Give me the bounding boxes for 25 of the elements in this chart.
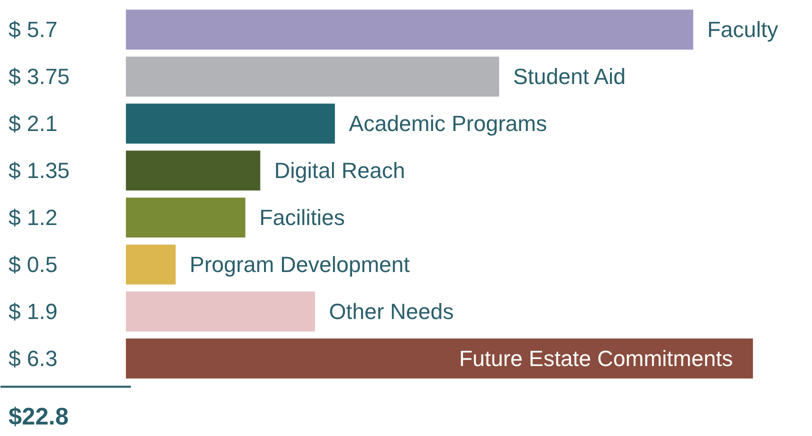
data-label: $ 1.2: [8, 205, 58, 230]
data-label: $ 2.1: [8, 111, 58, 136]
y-tick-label: Student Aid: [513, 64, 626, 90]
bar: [126, 338, 753, 378]
bar: [126, 104, 335, 144]
y-tick-label: Digital Reach: [274, 158, 406, 184]
bar: [126, 244, 176, 285]
text: $22.8: [8, 404, 69, 431]
y-tick-label: Program Development: [190, 252, 410, 278]
data-label: $ 1.9: [8, 299, 58, 324]
bar: [126, 56, 500, 97]
bar: [126, 198, 246, 238]
y-tick-label: Future Estate Commitments: [459, 346, 733, 372]
y-tick-label: Facilities: [259, 205, 345, 230]
data-label: $ 1.35: [8, 158, 70, 184]
y-tick-label: Faculty: [707, 17, 778, 42]
y-tick-label: Other Needs: [329, 299, 454, 324]
data-label: $ 5.7: [8, 17, 58, 42]
data-label: $ 0.5: [8, 252, 58, 278]
bar: [126, 10, 694, 50]
bar: [126, 292, 316, 332]
data-label: $ 3.75: [8, 64, 70, 90]
data-label: $ 6.3: [8, 346, 58, 372]
bar: [126, 150, 260, 191]
y-tick-label: Academic Programs: [348, 111, 547, 136]
